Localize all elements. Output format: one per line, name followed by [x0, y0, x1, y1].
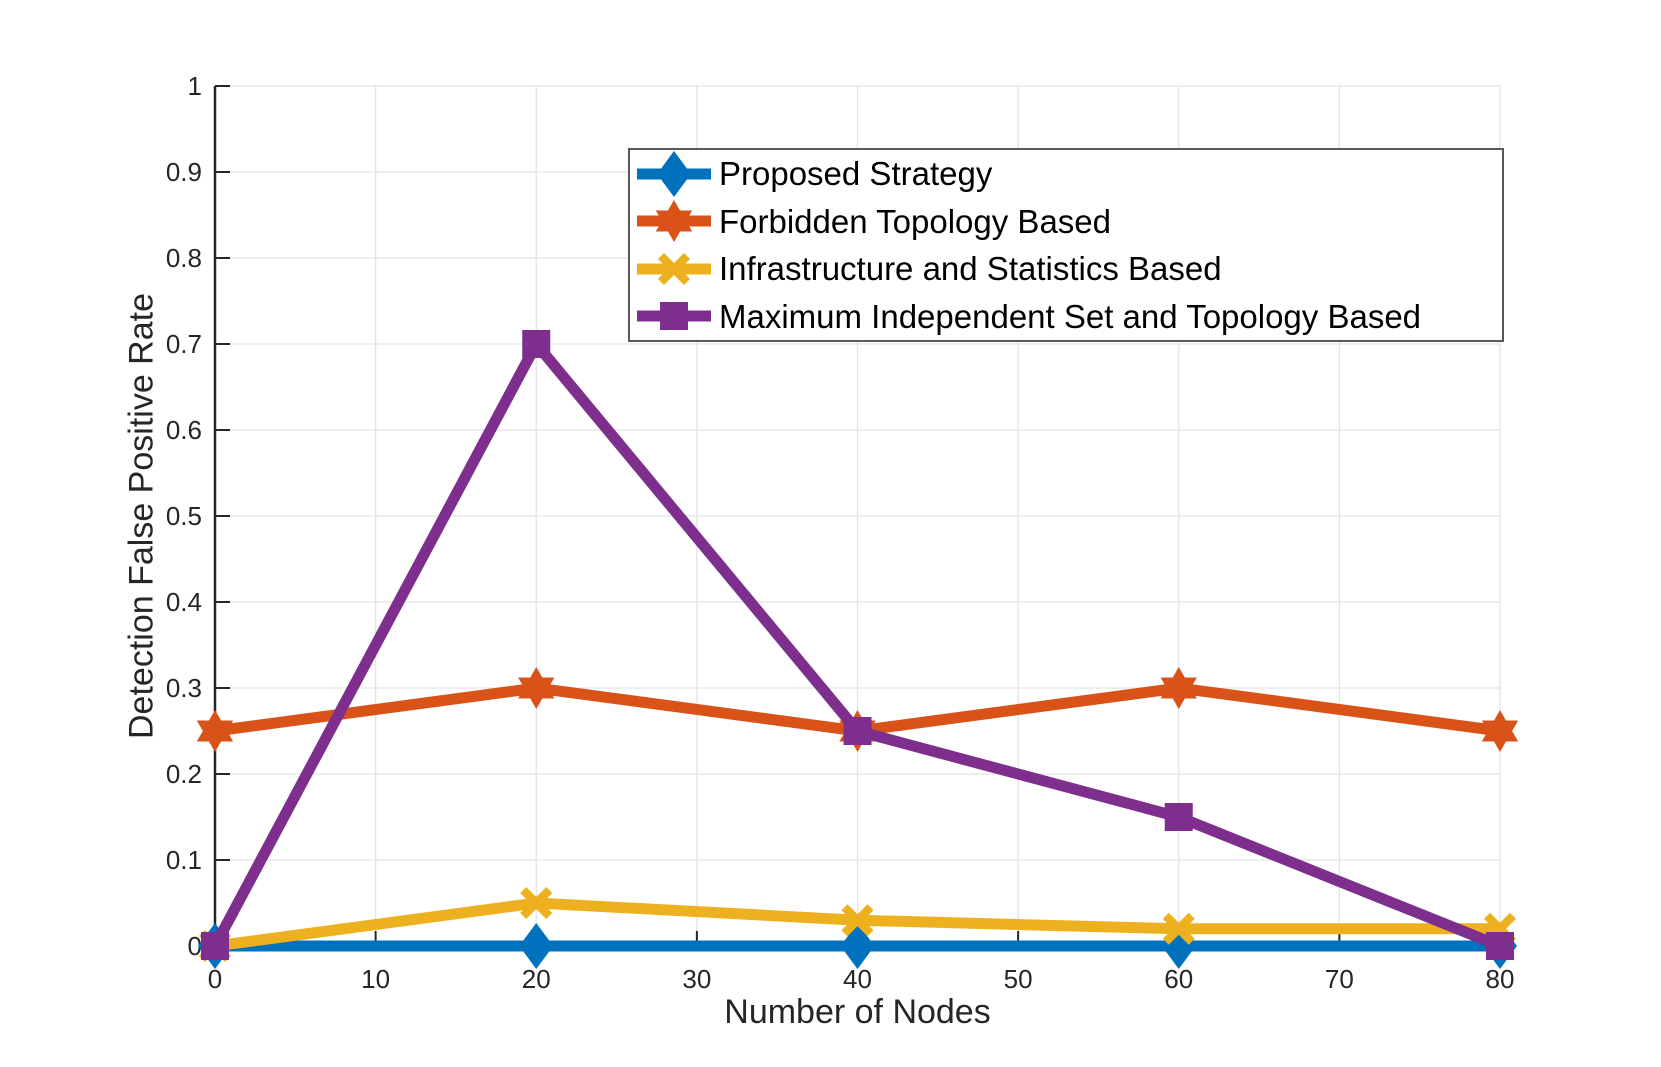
marker-square	[843, 717, 872, 745]
marker-square	[660, 302, 688, 331]
legend-marker-x-icon	[637, 252, 711, 285]
marker-hexagram	[1481, 710, 1519, 752]
y-tick-label: 0	[188, 931, 202, 961]
x-tick-label: 30	[682, 964, 711, 994]
marker-hexagram	[655, 200, 693, 243]
y-tick-label: 0.2	[166, 759, 202, 789]
marker-diamond	[519, 923, 554, 969]
legend-item: Proposed Strategy	[637, 150, 1502, 197]
legend-label: Infrastructure and Statistics Based	[719, 250, 1222, 288]
x-tick-label: 0	[208, 964, 222, 994]
y-tick-label: 0.6	[166, 415, 202, 445]
legend-item: Maximum Independent Set and Topology Bas…	[637, 293, 1502, 340]
marker-hexagram	[196, 710, 234, 752]
y-tick-label: 1	[188, 71, 202, 101]
series-maximum-independent-set-and-topology-based	[201, 330, 1514, 960]
y-tick-label: 0.1	[166, 845, 202, 875]
y-tick-label: 0.5	[166, 501, 202, 531]
legend-marker-hexagram-icon	[637, 200, 711, 243]
x-tick-label: 70	[1325, 964, 1354, 994]
legend-label: Maximum Independent Set and Topology Bas…	[719, 297, 1422, 335]
legend-item: Forbidden Topology Based	[637, 198, 1502, 245]
marker-square	[201, 932, 229, 960]
marker-hexagram	[518, 667, 555, 709]
marker-x	[657, 252, 691, 285]
marker-diamond	[657, 150, 691, 197]
marker-x	[520, 886, 553, 920]
x-tick-label: 10	[361, 964, 390, 994]
legend-label: Proposed Strategy	[719, 155, 993, 193]
marker-square	[522, 330, 551, 358]
marker-hexagram	[1160, 667, 1197, 709]
marker-square	[1486, 932, 1514, 960]
y-tick-label: 0.4	[166, 587, 202, 617]
x-tick-label: 50	[1004, 964, 1033, 994]
y-tick-label: 0.7	[166, 329, 202, 359]
marker-x	[1162, 912, 1195, 945]
legend-item: Infrastructure and Statistics Based	[637, 245, 1502, 292]
x-axis-title: Number of Nodes	[724, 993, 991, 1031]
x-tick-labels: 0 10 20 30 40 50 60 70 80	[208, 964, 1515, 994]
legend-marker-square-icon	[637, 302, 711, 331]
y-tick-labels: 0 0.1 0.2 0.3 0.4 0.5 0.6 0.7 0.8 0.9 1	[166, 71, 202, 961]
y-tick-label: 0.8	[166, 243, 202, 273]
marker-square	[1164, 803, 1193, 831]
y-tick-label: 0.3	[166, 673, 202, 703]
legend-marker-diamond-icon	[637, 150, 711, 197]
y-axis-title: Detection False Positive Rate	[122, 293, 161, 739]
legend: Proposed Strategy Forbidden Topology Bas…	[628, 148, 1504, 342]
y-tick-label: 0.9	[166, 157, 202, 187]
marker-x	[841, 904, 874, 937]
legend-label: Forbidden Topology Based	[719, 202, 1112, 240]
